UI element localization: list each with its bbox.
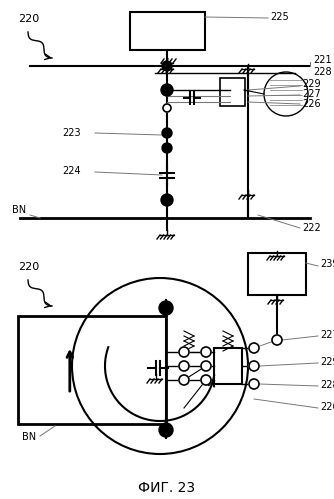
- Bar: [248, 253, 306, 295]
- Circle shape: [162, 128, 172, 138]
- Text: 226: 226: [302, 99, 321, 109]
- Bar: [18, 316, 166, 424]
- Circle shape: [249, 379, 259, 389]
- Text: 228: 228: [320, 380, 334, 390]
- Circle shape: [201, 375, 211, 385]
- Text: 239: 239: [320, 259, 334, 269]
- Circle shape: [163, 104, 171, 112]
- Text: BN: BN: [22, 432, 36, 442]
- Bar: [214, 348, 242, 384]
- Text: 229: 229: [320, 357, 334, 367]
- Text: 221: 221: [313, 55, 332, 65]
- Circle shape: [201, 361, 211, 371]
- Circle shape: [161, 84, 173, 96]
- Circle shape: [179, 375, 189, 385]
- Text: 224: 224: [62, 166, 80, 176]
- Text: 228: 228: [313, 67, 332, 77]
- Text: 226: 226: [320, 402, 334, 412]
- Text: 220: 220: [18, 262, 39, 272]
- Text: 229: 229: [302, 79, 321, 89]
- Text: 222: 222: [302, 223, 321, 233]
- Circle shape: [272, 335, 282, 345]
- Text: BN: BN: [12, 205, 26, 215]
- Circle shape: [201, 347, 211, 357]
- Circle shape: [159, 301, 173, 315]
- Circle shape: [249, 361, 259, 371]
- Circle shape: [249, 343, 259, 353]
- Text: 223: 223: [62, 128, 80, 138]
- Circle shape: [179, 347, 189, 357]
- Circle shape: [159, 423, 173, 437]
- Text: 225: 225: [270, 12, 289, 22]
- Circle shape: [161, 194, 173, 206]
- Text: ФИГ. 23: ФИГ. 23: [138, 481, 196, 495]
- Bar: [220, 78, 245, 106]
- Text: 227: 227: [320, 330, 334, 340]
- Circle shape: [179, 361, 189, 371]
- Circle shape: [162, 61, 172, 71]
- Circle shape: [162, 143, 172, 153]
- Text: 227: 227: [302, 89, 321, 99]
- Text: 220: 220: [18, 14, 39, 24]
- Bar: [130, 12, 205, 50]
